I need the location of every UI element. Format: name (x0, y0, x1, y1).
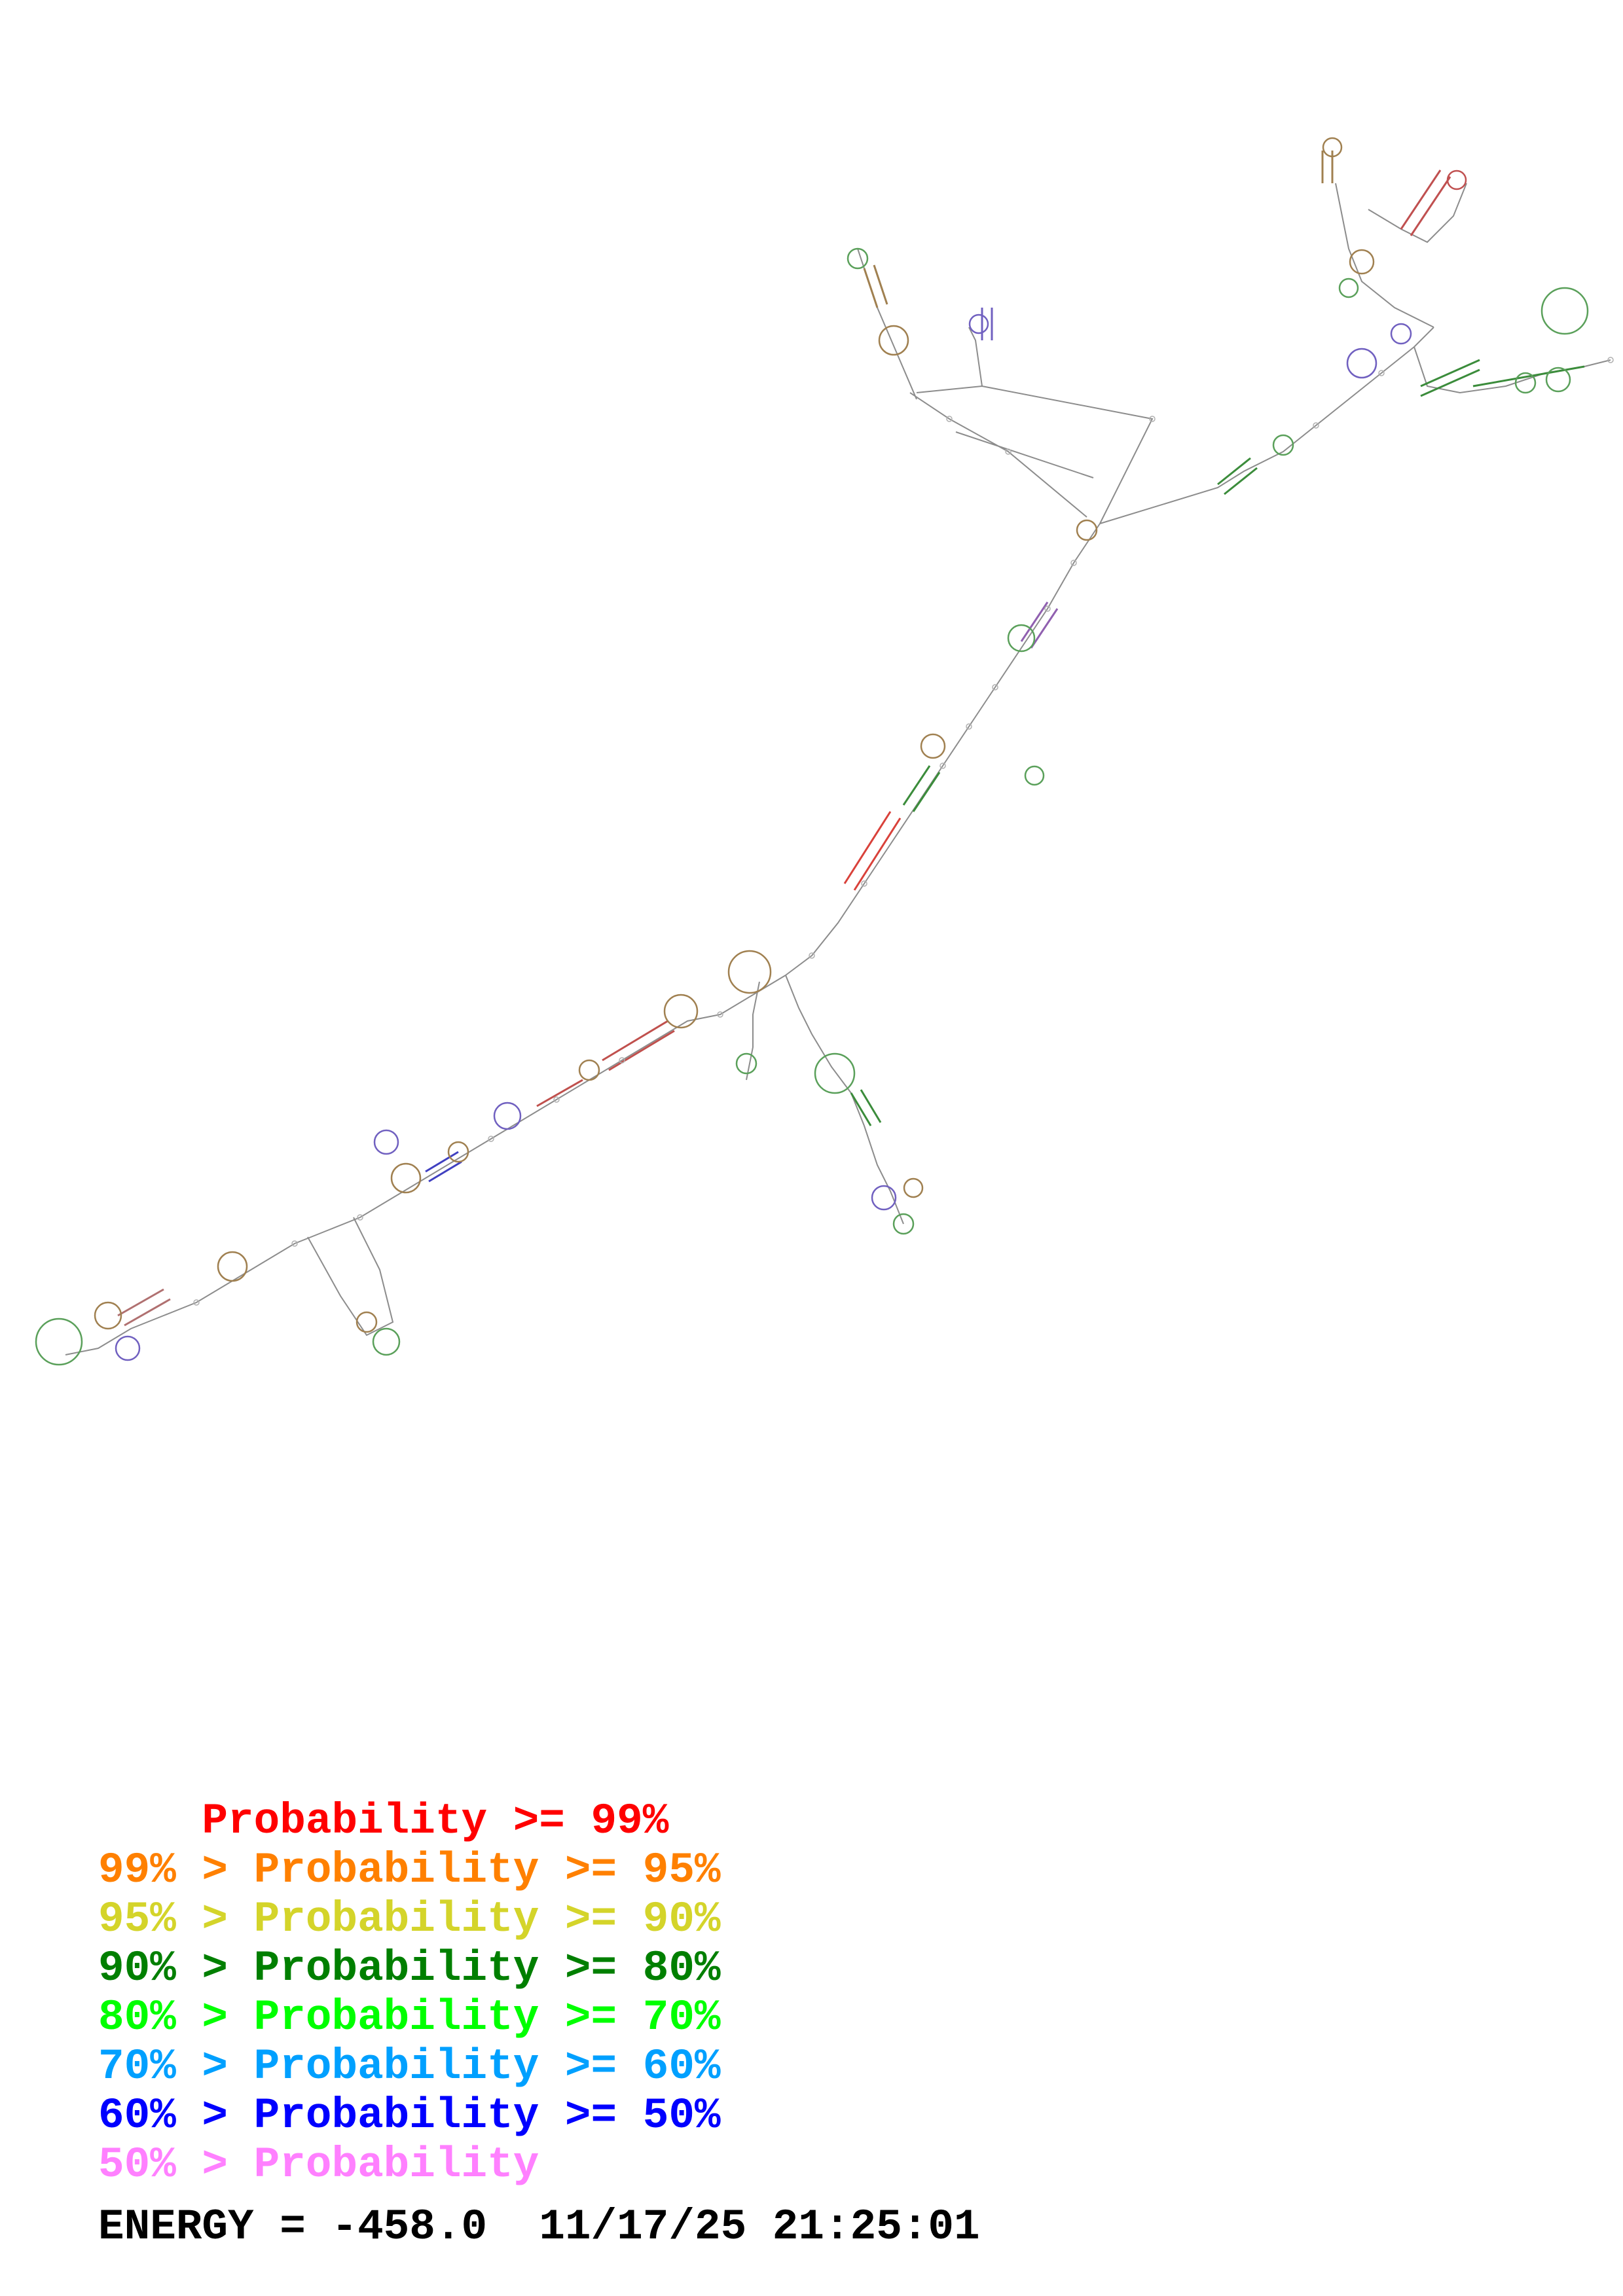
hairpin-loops (35, 137, 1589, 1366)
legend-item-5: 70% > Probability >= 60% (98, 2042, 721, 2091)
helix-stems (117, 151, 1585, 1327)
legend-item-1: 99% > Probability >= 95% (98, 1846, 721, 1895)
energy-footer: ENERGY = -458.0 11/17/25 21:25:01 (98, 2202, 980, 2251)
rna-structure-diagram (35, 137, 1614, 1366)
legend-item-6: 60% > Probability >= 50% (98, 2091, 721, 2140)
energy-value: -458.0 (331, 2202, 488, 2251)
nucleotide-markers (193, 357, 1614, 1306)
energy-label: ENERGY = (98, 2202, 332, 2251)
legend-item-4: 80% > Probability >= 70% (98, 1993, 721, 2042)
timestamp: 11/17/25 21:25:01 (539, 2202, 980, 2251)
backbone-lines (65, 183, 1611, 1355)
legend-item-2: 95% > Probability >= 90% (98, 1895, 721, 1944)
spacer (487, 2202, 539, 2251)
legend-item-7: 50% > Probability (98, 2140, 539, 2189)
legend-item-0: Probability >= 99% (98, 1797, 669, 1846)
probability-legend: Probability >= 99% 99% > Probability >= 9… (98, 1797, 721, 2189)
legend-item-3: 90% > Probability >= 80% (98, 1944, 721, 1993)
